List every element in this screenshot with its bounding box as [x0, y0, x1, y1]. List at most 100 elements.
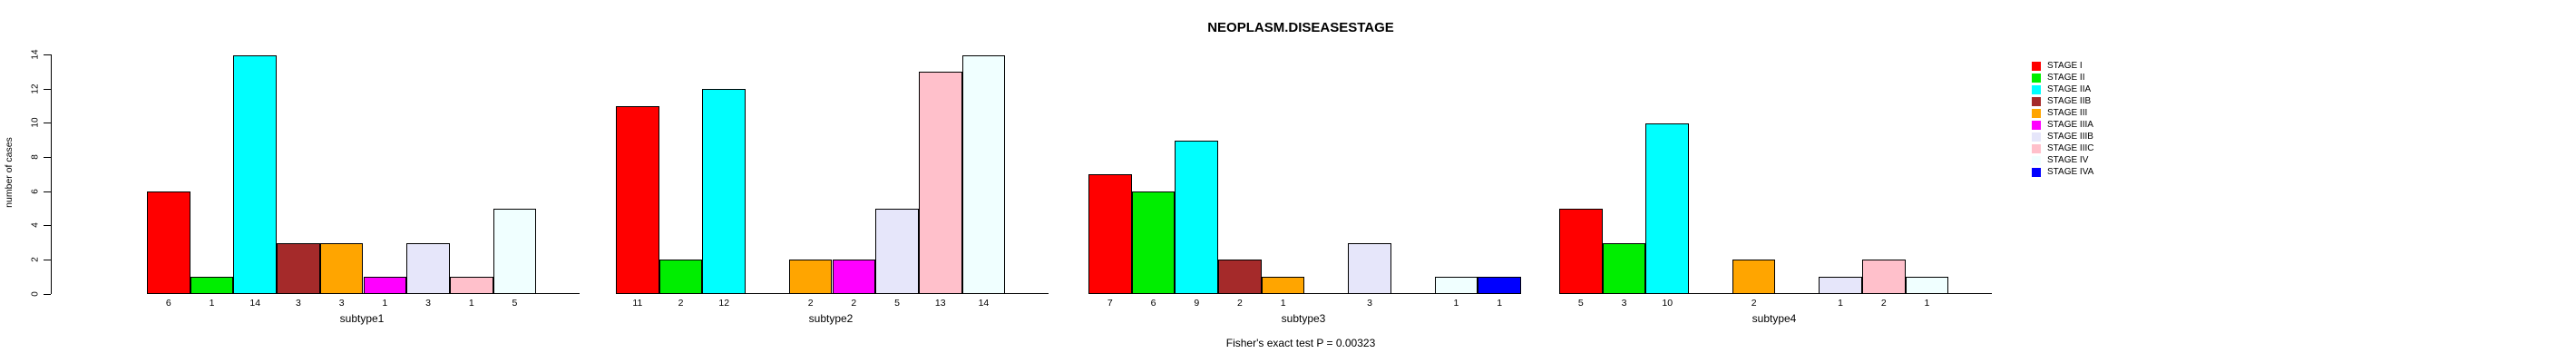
y-tick-label: 10 [30, 117, 41, 128]
chart-title: NEOPLASM.DISEASESTAGE [1207, 20, 1394, 35]
legend-swatch [2032, 97, 2041, 106]
stage-bar [1602, 242, 1646, 294]
stage-bar [190, 277, 234, 294]
bar-count-label: 1 [1497, 298, 1503, 309]
y-axis-title: number of cases [4, 137, 15, 208]
bar-count-label: 2 [1880, 298, 1887, 309]
y-tick-label: 14 [30, 49, 41, 60]
bar-count-label: 2 [1751, 298, 1757, 309]
x-axis-baseline [1088, 293, 1521, 294]
stage-bar [277, 242, 320, 294]
legend-swatch [2032, 62, 2041, 71]
legend-swatch [2032, 85, 2041, 94]
bar-count-label: 5 [1577, 298, 1584, 309]
bar-count-label: 3 [296, 298, 301, 309]
stage-bar [1645, 123, 1690, 294]
stage-bar [961, 54, 1006, 294]
stage-bar [1732, 260, 1776, 294]
stage-bar [875, 208, 919, 294]
stage-bar [233, 54, 278, 294]
bar-count-label: 3 [425, 298, 431, 309]
stage-bar [832, 260, 876, 294]
legend-label: STAGE IIIA [2047, 120, 2093, 130]
stage-bar [406, 242, 450, 294]
fisher-test-annotation: Fisher's exact test P = 0.00323 [1225, 337, 1376, 349]
x-axis-baseline [1559, 293, 1992, 294]
legend-swatch [2032, 109, 2041, 118]
bar-count-label: 10 [1662, 298, 1673, 309]
stage-bar [1218, 260, 1262, 294]
y-tick-mark [44, 191, 51, 192]
bar-count-label: 1 [1838, 298, 1843, 309]
stage-bar [1819, 277, 1862, 294]
bar-count-label: 1 [1924, 298, 1930, 309]
legend-label: STAGE II [2047, 73, 2085, 83]
bar-count-label: 7 [1107, 298, 1113, 309]
stage-bar [788, 260, 833, 294]
stage-bar [319, 242, 364, 294]
bar-count-label: 2 [851, 298, 857, 309]
y-tick-label: 0 [30, 290, 41, 297]
stage-bar [616, 105, 659, 294]
bar-count-label: 9 [1194, 298, 1200, 309]
bar-count-label: 1 [468, 298, 474, 309]
legend-swatch [2032, 74, 2041, 83]
bar-count-label: 2 [678, 298, 684, 309]
legend-label: STAGE IIIB [2047, 132, 2093, 142]
y-tick-mark [44, 225, 51, 227]
legend-swatch [2032, 144, 2041, 153]
group-label-subtype4: subtype4 [1751, 312, 1797, 325]
y-tick-mark [44, 156, 51, 158]
legend-swatch [2032, 121, 2041, 130]
bar-count-label: 3 [338, 298, 345, 309]
bar-count-label: 1 [382, 298, 388, 309]
legend-label: STAGE IIA [2047, 84, 2092, 94]
y-tick-label: 6 [30, 188, 41, 194]
stage-bar [1261, 277, 1305, 294]
stage-bar [147, 191, 190, 294]
stage-bar [1175, 140, 1219, 294]
stage-bar [493, 208, 537, 294]
bar-count-label: 12 [718, 298, 730, 309]
stage-bar [1861, 260, 1906, 294]
bar-count-label: 6 [1150, 298, 1156, 309]
bar-count-label: 3 [1367, 298, 1372, 309]
bar-count-label: 1 [1280, 298, 1286, 309]
stage-bar [659, 260, 703, 294]
legend-label: STAGE IIB [2047, 96, 2092, 106]
group-label-subtype3: subtype3 [1281, 312, 1326, 325]
bar-count-label: 1 [1453, 298, 1459, 309]
legend-label: STAGE IV [2047, 155, 2089, 165]
legend-swatch [2032, 156, 2041, 165]
y-tick-label: 8 [30, 154, 41, 160]
stage-bar [702, 89, 746, 294]
legend-label: STAGE IIIC [2047, 143, 2094, 153]
bar-count-label: 2 [807, 298, 814, 309]
y-tick-mark [44, 54, 51, 56]
stage-bar [1131, 191, 1176, 294]
legend-label: STAGE I [2047, 61, 2083, 71]
stage-bar [1559, 208, 1603, 294]
bar-count-label: 13 [934, 298, 946, 309]
legend-swatch [2032, 168, 2041, 177]
bar-count-label: 5 [894, 298, 900, 309]
y-axis-line [51, 54, 52, 294]
bar-count-label: 2 [1237, 298, 1243, 309]
y-tick-label: 2 [30, 257, 41, 262]
stage-bar [918, 72, 962, 294]
y-tick-label: 12 [30, 83, 41, 94]
bar-count-label: 3 [1621, 298, 1627, 309]
y-tick-mark [44, 88, 51, 90]
bar-count-label: 11 [632, 298, 643, 309]
stage-bar [1348, 242, 1391, 294]
y-tick-mark [44, 293, 51, 295]
stage-bar [449, 277, 493, 294]
group-label-subtype1: subtype1 [339, 312, 385, 325]
stage-bar [1478, 277, 1521, 294]
stage-bar [1905, 277, 1949, 294]
stage-bar [363, 277, 407, 294]
group-label-subtype2: subtype2 [808, 312, 854, 325]
bar-count-label: 1 [209, 298, 215, 309]
legend-label: STAGE III [2047, 108, 2088, 118]
